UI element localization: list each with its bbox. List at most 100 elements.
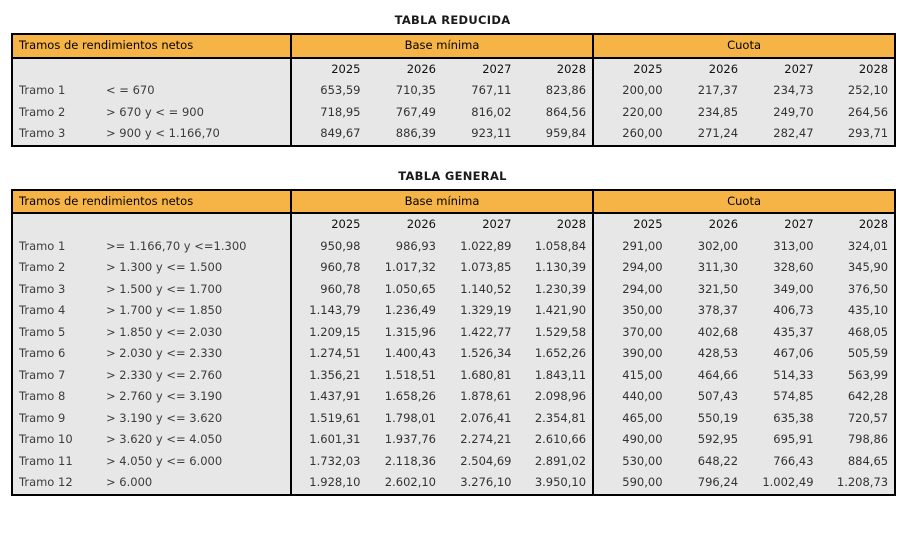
cuota-value-cell: 440,00 [622,389,663,403]
cuota-value-cell: 402,68 [697,324,739,339]
base-minima-value-cell: 960,78 [320,281,361,296]
base-minima-value-cell: 767,49 [395,104,436,119]
base-minima-value-cell: 1.022,89 [460,238,512,253]
table-row: Tramo 1 >= 1.166,70 y <=1.300 950,98 986,93… [12,235,895,257]
cuota-value-cell: 311,30 [697,260,739,274]
column-group-header-tramos: Tramos de rendimientos netos [12,34,292,59]
tramo-label-cell: Tramo 2 [19,260,66,274]
tabla-reducida-table: Tramos de rendimientos netos Base mínima C… [11,33,897,147]
table-row: Tramo 1 < = 670 653,59 710,35 767,11 823,86 20… [12,80,895,102]
base-minima-value-cell: 849,67 [320,126,361,140]
cuota-value-cell: 313,00 [773,238,814,253]
tramo-label-cell: Tramo 10 [19,432,73,446]
base-minima-value-cell: 2.610,66 [517,429,595,451]
table-row: Tramo 2 > 1.300 y <= 1.500 960,78 1.017,32 1… [12,257,895,279]
cuota-value-cell: 592,95 [697,432,739,446]
year-header-cell-cuota-2028: 2028 [858,217,889,231]
tabla-general-table: Tramos de rendimientos netos Base mínima C… [11,188,897,496]
base-minima-value-cell: 1.652,26 [517,343,595,365]
year-header-cell-cuota-2027: 2027 [784,217,814,231]
range-cell: > 1.700 y <= 1.850 [100,300,292,322]
tramo-label-cell: Tramo 11 [19,453,73,468]
base-minima-value-cell: 2.274,21 [460,432,512,446]
range-cell: > 1.300 y <= 1.500 [100,257,292,279]
tramo-label-cell: Tramo 6 [19,346,66,360]
cuota-value-cell: 884,65 [847,453,889,468]
cuota-value-cell: 350,00 [622,303,663,317]
cuota-value-cell: 234,73 [773,83,814,97]
table-row: Tramo 5 > 1.850 y <= 2.030 1.209,15 1.315,9… [12,321,895,343]
cuota-value-cell: 505,59 [847,346,889,360]
base-minima-value-cell: 886,39 [395,126,436,140]
cuota-value-cell: 635,38 [773,410,814,425]
tabla-general-section: TABLA GENERAL Tramos de rendimientos net… [11,169,897,496]
range-cell: < = 670 [100,80,292,102]
year-header-cell-cuota-2025: 2025 [633,61,663,76]
cuota-value-cell: 435,10 [847,303,889,317]
year-row-blank-cell [12,57,292,80]
year-header-cell-cuota-2028: 2028 [858,61,889,76]
cuota-value-cell: 390,00 [622,346,663,360]
base-minima-value-cell: 1.422,77 [460,324,512,339]
base-minima-value-cell: 1.601,31 [309,432,361,446]
base-minima-value-cell: 2.354,81 [517,407,595,429]
base-minima-value-cell: 1.050,65 [384,281,436,296]
base-minima-value-cell: 1.658,26 [384,389,436,403]
base-minima-value-cell: 1.400,43 [384,346,436,360]
year-header-cell-cuota-2026: 2026 [708,61,739,76]
table-row: Tramo 10 > 3.620 y <= 4.050 1.601,31 1.937,… [12,429,895,451]
cuota-value-cell: 324,01 [847,238,889,253]
cuota-value-cell: 796,24 [697,475,739,489]
base-minima-value-cell: 1.140,52 [460,281,512,296]
cuota-value-cell: 370,00 [622,324,663,339]
cuota-value-cell: 467,06 [773,346,814,360]
year-header-cell-base-2026: 2026 [406,61,436,76]
year-header-cell-cuota-2025: 2025 [633,217,663,231]
year-header-cell-cuota-2027: 2027 [784,61,814,76]
base-minima-value-cell: 960,78 [320,260,361,274]
range-cell: > 2.330 y <= 2.760 [100,364,292,386]
base-minima-value-cell: 3.950,10 [517,472,595,495]
table-row: Tramo 7 > 2.330 y <= 2.760 1.356,21 1.518,5… [12,364,895,386]
column-group-header-cuota: Cuota [593,34,896,59]
range-cell: > 2.030 y <= 2.330 [100,343,292,365]
base-minima-value-cell: 1.143,79 [309,303,361,317]
base-minima-value-cell: 1.529,58 [517,321,595,343]
base-minima-value-cell: 1.928,10 [309,475,361,489]
table-row: Tramo 4 > 1.700 y <= 1.850 1.143,79 1.236,4… [12,300,895,322]
range-cell: > 6.000 [100,472,292,495]
range-cell: > 1.850 y <= 2.030 [100,321,292,343]
range-cell: > 900 y < 1.166,70 [100,123,292,146]
cuota-value-cell: 415,00 [622,367,663,382]
base-minima-value-cell: 2.504,69 [460,453,512,468]
cuota-value-cell: 428,53 [697,346,739,360]
year-header-cell-cuota-2026: 2026 [708,217,739,231]
base-minima-value-cell: 1.732,03 [309,453,361,468]
table-row: Tramo 8 > 2.760 y <= 3.190 1.437,91 1.658,2… [12,386,895,408]
tramo-label-cell: Tramo 5 [19,324,66,339]
base-minima-value-cell: 2.118,36 [384,453,436,468]
table-row: Tramo 9 > 3.190 y <= 3.620 1.519,61 1.798,0… [12,407,895,429]
year-header-row: 2025 2026 2027 2028 2025 2026 2027 2028 [12,213,895,236]
cuota-value-cell: 695,91 [773,432,814,446]
tramo-label-cell: Tramo 1 [19,238,66,253]
base-minima-value-cell: 1.017,32 [384,260,436,274]
range-cell: > 3.190 y <= 3.620 [100,407,292,429]
year-header-cell-base-2028: 2028 [517,57,595,80]
base-minima-value-cell: 1.843,11 [517,364,595,386]
cuota-value-cell: 349,00 [773,281,814,296]
base-minima-value-cell: 816,02 [471,104,512,119]
cuota-value-cell: 1.208,73 [836,475,889,489]
base-minima-value-cell: 1.058,84 [517,235,595,257]
cuota-value-cell: 291,00 [622,238,663,253]
cuota-value-cell: 468,05 [847,324,889,339]
group-header-row: Tramos de rendimientos netos Base mínima C… [12,189,896,214]
base-minima-value-cell: 823,86 [517,80,595,102]
base-minima-value-cell: 2.891,02 [517,450,595,472]
tramo-label-cell: Tramo 1 [19,83,66,97]
base-minima-value-cell: 653,59 [320,83,361,97]
base-minima-value-cell: 1.236,49 [384,303,436,317]
cuota-value-cell: 378,37 [697,303,739,317]
table-row: Tramo 3 > 1.500 y <= 1.700 960,78 1.050,65 1… [12,278,895,300]
cuota-value-cell: 590,00 [622,475,663,489]
